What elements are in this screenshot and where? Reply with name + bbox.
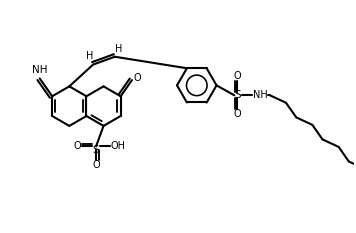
Text: O: O	[74, 141, 81, 151]
Text: OH: OH	[110, 141, 125, 151]
Text: NH: NH	[32, 65, 47, 75]
Text: O: O	[234, 109, 241, 119]
Text: O: O	[234, 72, 241, 82]
Text: O: O	[133, 73, 141, 83]
Text: O: O	[92, 160, 100, 170]
Text: NH: NH	[253, 90, 267, 100]
Text: H: H	[87, 51, 94, 61]
Text: S: S	[93, 145, 99, 155]
Text: S: S	[234, 90, 241, 100]
Text: H: H	[115, 44, 122, 54]
